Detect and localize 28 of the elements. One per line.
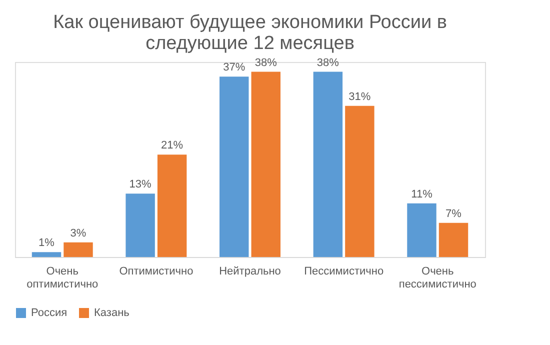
bar (251, 72, 280, 257)
x-tick-label: Очень оптимистично (26, 266, 98, 290)
bar (220, 76, 249, 257)
data-label: 11% (411, 188, 433, 200)
data-label: 38% (316, 56, 340, 69)
legend-label: Казань (94, 307, 130, 319)
x-tick-label: Пессимистично (304, 266, 384, 278)
data-label: 37% (223, 62, 246, 74)
x-tick-label: Оптимистично (119, 266, 194, 278)
bar (64, 242, 93, 257)
bar (126, 194, 155, 257)
legend-label: Россия (31, 307, 68, 319)
data-label: 38% (254, 56, 278, 69)
bar (345, 106, 374, 257)
bar (157, 154, 187, 257)
x-tick-label: Нейтрально (219, 266, 281, 278)
bar (313, 72, 343, 257)
bar (407, 203, 436, 257)
data-label: 1% (38, 237, 55, 250)
data-label: 21% (161, 140, 184, 152)
data-label: 31% (348, 90, 371, 103)
x-tick-label: Очень пессимистично (398, 266, 476, 290)
data-label: 7% (446, 208, 462, 220)
bar (32, 252, 62, 257)
bar (438, 222, 468, 257)
data-label: 13% (129, 178, 152, 191)
chart-title: Как оценивают будущее экономики России в следующие 12 месяцев (53, 12, 447, 54)
data-label: 3% (70, 227, 86, 240)
